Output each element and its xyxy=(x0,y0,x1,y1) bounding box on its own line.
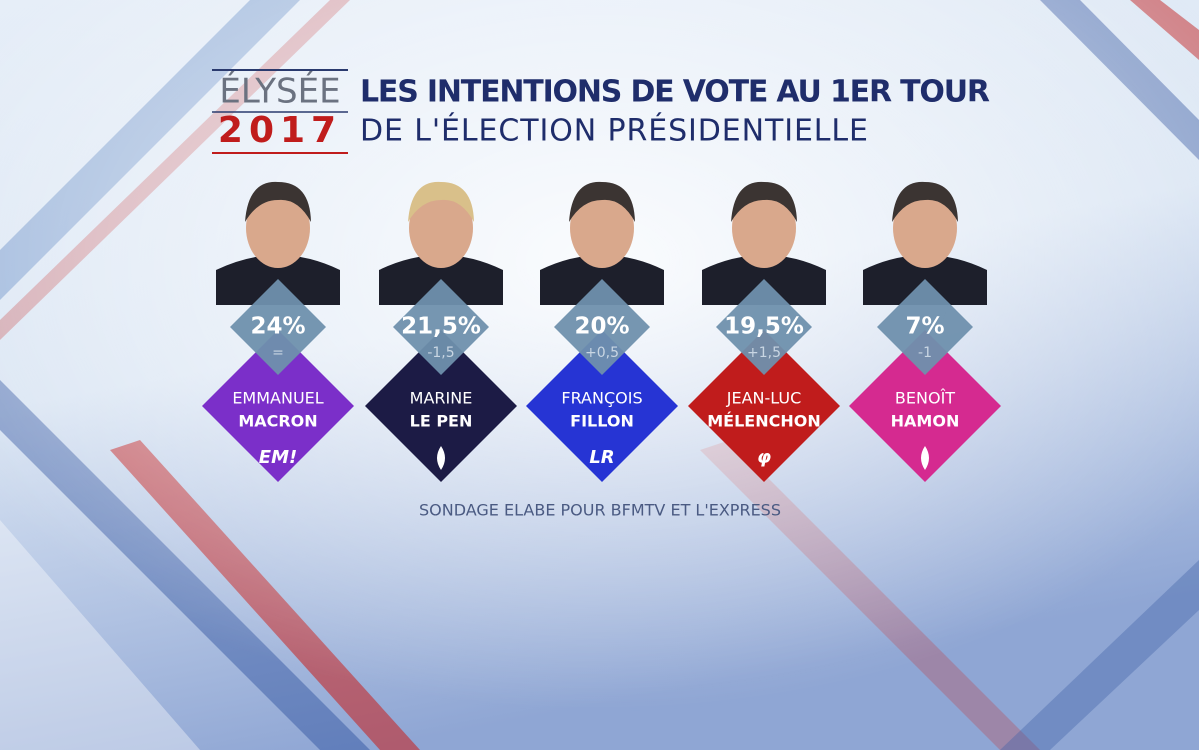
first-name: BENOÎT xyxy=(895,389,955,408)
portrait-hair xyxy=(408,181,474,222)
change: -1,5 xyxy=(427,345,454,361)
percent: 24% xyxy=(250,314,305,340)
name-diamond xyxy=(688,330,840,482)
score-diamond xyxy=(554,279,650,375)
candidate-card: 21,5% -1,5 MARINE LE PEN xyxy=(365,181,517,482)
last-name: FILLON xyxy=(570,412,634,431)
subtitle: DE L'ÉLECTION PRÉSIDENTIELLE xyxy=(360,113,868,149)
score-diamond xyxy=(716,279,812,375)
brand-year: 2017 xyxy=(218,110,342,151)
portrait-face xyxy=(246,188,310,268)
party-logo: φ xyxy=(757,447,771,468)
last-name: LE PEN xyxy=(410,412,473,431)
score-diamond xyxy=(877,279,973,375)
party-logo xyxy=(921,446,929,470)
change: -1 xyxy=(918,345,932,361)
score-diamond xyxy=(230,279,326,375)
portrait-face xyxy=(732,188,796,268)
portrait-hair xyxy=(892,181,958,222)
last-name: HAMON xyxy=(891,412,960,431)
last-name: MÉLENCHON xyxy=(707,412,821,431)
party-logo: LR xyxy=(589,447,614,468)
change: +0,5 xyxy=(585,345,619,361)
portrait-hair xyxy=(245,181,311,222)
change: +1,5 xyxy=(747,345,781,361)
candidate-card: 20% +0,5 FRANÇOIS FILLON LR xyxy=(526,181,678,482)
percent: 21,5% xyxy=(401,314,481,340)
last-name: MACRON xyxy=(238,412,317,431)
score-diamond xyxy=(393,279,489,375)
candidate-card: 7% -1 BENOÎT HAMON xyxy=(849,181,1001,482)
name-diamond xyxy=(526,330,678,482)
first-name: EMMANUEL xyxy=(232,389,323,408)
percent: 19,5% xyxy=(724,314,804,340)
candidate-card: 24% = EMMANUEL MACRON EM! xyxy=(202,181,354,482)
portrait-face xyxy=(570,188,634,268)
title: LES INTENTIONS DE VOTE AU 1ER TOUR xyxy=(360,75,990,110)
name-diamond xyxy=(202,330,354,482)
footer: SONDAGE ELABE POUR BFMTV ET L'EXPRESS xyxy=(419,501,781,520)
portrait-hair xyxy=(731,181,797,222)
portrait-face xyxy=(893,188,957,268)
change: = xyxy=(272,345,284,361)
party-logo xyxy=(437,446,445,470)
portrait-hair xyxy=(569,181,635,222)
brand-top: ÉLYSÉE xyxy=(219,71,340,112)
percent: 20% xyxy=(574,314,629,340)
candidates: 24% = EMMANUEL MACRON EM! 21,5% -1,5 MARINE LE P… xyxy=(202,181,1001,482)
percent: 7% xyxy=(905,314,944,340)
candidate-card: 19,5% +1,5 JEAN-LUC MÉLENCHON φ xyxy=(688,181,840,482)
name-diamond xyxy=(365,330,517,482)
party-logo: EM! xyxy=(259,447,297,468)
first-name: JEAN-LUC xyxy=(726,389,802,408)
name-diamond xyxy=(849,330,1001,482)
first-name: FRANÇOIS xyxy=(561,389,642,408)
first-name: MARINE xyxy=(410,389,473,408)
portrait-face xyxy=(409,188,473,268)
